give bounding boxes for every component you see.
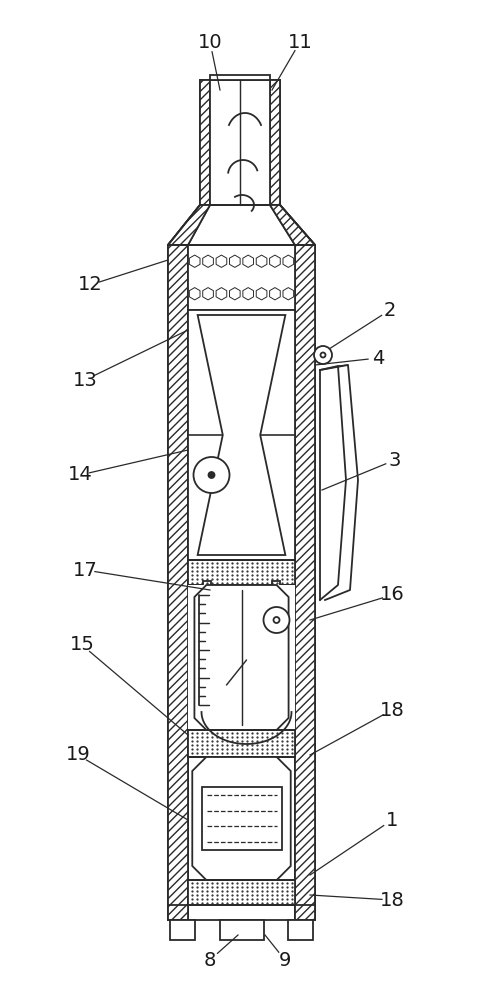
Bar	[219, 920, 264, 940]
Polygon shape	[168, 245, 188, 920]
Polygon shape	[270, 80, 280, 205]
Bar	[188, 560, 295, 585]
Bar	[188, 880, 295, 905]
Bar	[210, 80, 270, 205]
Bar	[188, 245, 295, 310]
Polygon shape	[243, 255, 253, 267]
Text: 13: 13	[72, 370, 97, 389]
Polygon shape	[270, 205, 315, 245]
Circle shape	[264, 607, 289, 633]
Polygon shape	[270, 80, 280, 205]
Polygon shape	[283, 255, 294, 267]
Polygon shape	[203, 255, 214, 267]
Polygon shape	[189, 255, 200, 267]
Polygon shape	[200, 80, 210, 205]
Polygon shape	[229, 288, 240, 300]
Polygon shape	[270, 288, 280, 300]
Polygon shape	[192, 757, 291, 880]
Polygon shape	[198, 315, 286, 555]
Text: 17: 17	[72, 560, 97, 580]
Text: 14: 14	[68, 466, 92, 485]
Text: 4: 4	[372, 349, 384, 367]
Text: 9: 9	[279, 950, 291, 970]
Bar	[288, 920, 313, 940]
Polygon shape	[200, 80, 210, 205]
Text: 12: 12	[78, 275, 102, 294]
Bar	[188, 585, 295, 730]
Polygon shape	[168, 205, 210, 245]
Polygon shape	[168, 205, 210, 245]
Bar	[203, 581, 211, 589]
Polygon shape	[283, 288, 294, 300]
Polygon shape	[256, 255, 267, 267]
Polygon shape	[229, 255, 240, 267]
Text: 11: 11	[288, 32, 312, 51]
Circle shape	[193, 457, 229, 493]
Polygon shape	[189, 288, 200, 300]
Polygon shape	[194, 585, 288, 730]
Polygon shape	[256, 288, 267, 300]
Bar	[202, 787, 281, 850]
Bar	[170, 920, 195, 940]
Text: 15: 15	[70, 636, 95, 654]
Polygon shape	[168, 205, 315, 245]
Bar	[188, 730, 295, 757]
Circle shape	[208, 472, 215, 478]
Polygon shape	[270, 205, 315, 245]
Polygon shape	[216, 288, 227, 300]
Text: 8: 8	[204, 950, 216, 970]
Text: 16: 16	[380, 585, 404, 604]
Text: 2: 2	[384, 300, 396, 320]
Text: 1: 1	[386, 810, 398, 830]
Polygon shape	[295, 245, 315, 920]
Circle shape	[314, 346, 332, 364]
Polygon shape	[216, 255, 227, 267]
Bar	[210, 75, 270, 80]
Text: 18: 18	[380, 890, 404, 910]
Text: 3: 3	[389, 450, 401, 470]
Polygon shape	[203, 288, 214, 300]
Polygon shape	[295, 245, 315, 920]
Bar	[272, 581, 280, 589]
Polygon shape	[168, 245, 188, 920]
Text: 19: 19	[66, 746, 90, 764]
Text: 10: 10	[198, 32, 222, 51]
Polygon shape	[270, 255, 280, 267]
Text: 18: 18	[380, 700, 404, 720]
Bar	[188, 310, 295, 560]
Polygon shape	[243, 288, 253, 300]
